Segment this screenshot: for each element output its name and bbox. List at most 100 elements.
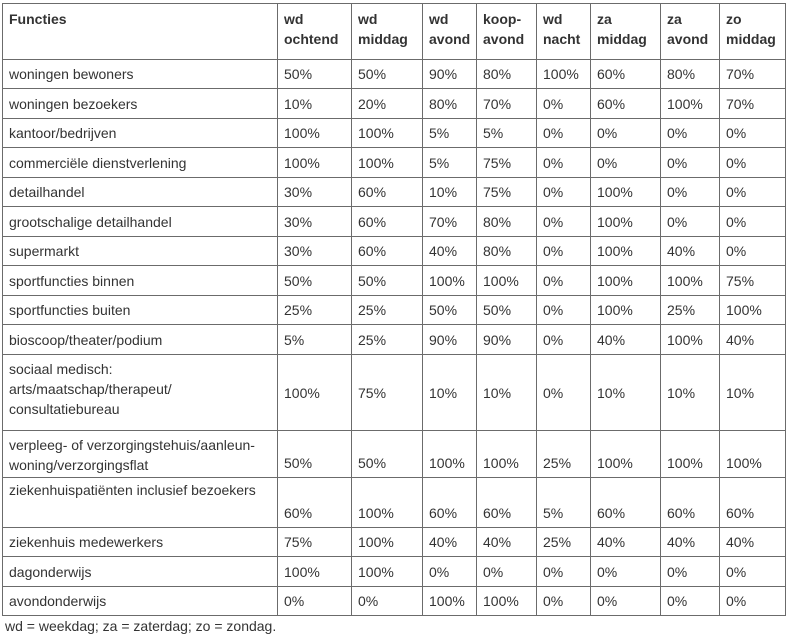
value-cell-za-middag: 60% <box>590 88 661 119</box>
value-cell-za-avond: 100% <box>660 265 720 296</box>
value-cell-za-avond: 0% <box>660 556 720 587</box>
value-cell-wd-nacht: 25% <box>536 430 591 478</box>
value-cell-koop-avond: 10% <box>476 354 537 431</box>
function-name-cell: kantoor/bedrijven <box>2 118 278 148</box>
table-row: bioscoop/theater/podium 5% 25% 90% 90% 0% 40% 1… <box>2 324 786 355</box>
value-cell-wd-middag: 60% <box>351 177 423 207</box>
value-cell-wd-nacht: 0% <box>536 586 591 616</box>
table-row: supermarkt 30% 60% 40% 80% 0% 100% 40% 0% <box>2 236 786 266</box>
value-cell-zo-middag: 0% <box>719 556 786 587</box>
value-cell-za-middag: 0% <box>590 556 661 587</box>
header-wd-ochtend: wd ochtend <box>277 3 352 60</box>
table-row: sportfuncties binnen 50% 50% 100% 100% 0% 100%… <box>2 265 786 296</box>
value-cell-za-avond: 0% <box>660 586 720 616</box>
function-name-cell: sportfuncties buiten <box>2 295 278 325</box>
value-cell-za-avond: 0% <box>660 147 720 178</box>
value-cell-za-middag: 0% <box>590 118 661 148</box>
value-cell-za-avond: 100% <box>660 88 720 119</box>
header-text: wd <box>543 11 563 27</box>
value-cell-wd-nacht: 0% <box>536 556 591 587</box>
value-cell-wd-middag: 0% <box>351 586 423 616</box>
value-cell-za-avond: 80% <box>660 59 720 89</box>
header-text: wd <box>429 11 449 27</box>
value-cell-wd-nacht: 0% <box>536 324 591 355</box>
table-row: dagonderwijs 100% 100% 0% 0% 0% 0% 0% 0% <box>2 556 786 587</box>
header-wd-avond: wd avond <box>422 3 477 60</box>
table-body: woningen bewoners 50% 50% 90% 80% 100% 60% 80% 7… <box>2 59 786 616</box>
header-functies: Functies <box>2 3 278 60</box>
value-cell-wd-nacht: 0% <box>536 295 591 325</box>
value-cell-wd-middag: 25% <box>351 324 423 355</box>
header-text: koop- <box>483 11 522 27</box>
value-cell-zo-middag: 70% <box>719 88 786 119</box>
value-cell-wd-ochtend: 5% <box>277 324 352 355</box>
value-cell-zo-middag: 0% <box>719 177 786 207</box>
value-cell-za-middag: 100% <box>590 265 661 296</box>
function-name-text: arts/maatschap/therapeut/ <box>9 381 172 397</box>
value-cell-za-middag: 40% <box>590 324 661 355</box>
table-row: detailhandel 30% 60% 10% 75% 0% 100% 0% 0% <box>2 177 786 207</box>
value-cell-wd-avond: 10% <box>422 354 477 431</box>
value-cell-zo-middag: 60% <box>719 477 786 528</box>
header-text: middag <box>597 31 647 47</box>
value-cell-wd-nacht: 0% <box>536 147 591 178</box>
function-name-cell: woningen bewoners <box>2 59 278 89</box>
value-cell-koop-avond: 50% <box>476 295 537 325</box>
value-cell-za-avond: 60% <box>660 477 720 528</box>
value-cell-wd-avond: 40% <box>422 527 477 557</box>
function-name-cell: sportfuncties binnen <box>2 265 278 296</box>
function-name-cell: verpleeg- of verzorgingstehuis/aanleun-w… <box>2 430 278 478</box>
table-row: sportfuncties buiten 25% 25% 50% 50% 0% 100% 25… <box>2 295 786 325</box>
table-row: woningen bezoekers 10% 20% 80% 70% 0% 60% 100% 7… <box>2 88 786 119</box>
header-text: wd <box>358 11 378 27</box>
value-cell-zo-middag: 100% <box>719 430 786 478</box>
function-name-text: sociaal medisch: <box>9 361 113 377</box>
table-row: verpleeg- of verzorgingstehuis/aanleun-w… <box>2 430 786 478</box>
function-name-cell: supermarkt <box>2 236 278 266</box>
value-cell-koop-avond: 90% <box>476 324 537 355</box>
value-cell-wd-avond: 0% <box>422 556 477 587</box>
header-text: avond <box>667 31 709 47</box>
header-text: middag <box>358 31 408 47</box>
function-name-text: woning/verzorgingsflat <box>9 457 149 473</box>
function-name-text: verpleeg- of verzorgingstehuis/aanleun- <box>9 437 255 453</box>
value-cell-zo-middag: 10% <box>719 354 786 431</box>
value-cell-wd-middag: 100% <box>351 556 423 587</box>
value-cell-wd-ochtend: 10% <box>277 88 352 119</box>
value-cell-wd-nacht: 0% <box>536 265 591 296</box>
value-cell-koop-avond: 75% <box>476 147 537 178</box>
header-zo-middag: zo middag <box>719 3 786 60</box>
value-cell-wd-middag: 25% <box>351 295 423 325</box>
value-cell-za-middag: 100% <box>590 206 661 237</box>
value-cell-zo-middag: 0% <box>719 147 786 178</box>
function-name-text: sportfuncties binnen <box>9 272 135 289</box>
function-name-text: dagonderwijs <box>9 563 92 580</box>
function-name-cell: ziekenhuis medewerkers <box>2 527 278 557</box>
function-name-cell: ziekenhuispatiënten inclusief bezoekers <box>2 477 278 528</box>
value-cell-wd-avond: 100% <box>422 265 477 296</box>
value-cell-za-avond: 0% <box>660 206 720 237</box>
value-cell-wd-ochtend: 0% <box>277 586 352 616</box>
header-wd-middag: wd middag <box>351 3 423 60</box>
header-text: avond <box>483 31 525 47</box>
value-cell-wd-avond: 5% <box>422 118 477 148</box>
value-cell-koop-avond: 100% <box>476 430 537 478</box>
value-cell-za-middag: 60% <box>590 477 661 528</box>
value-cell-za-middag: 10% <box>590 354 661 431</box>
function-name-cell: dagonderwijs <box>2 556 278 587</box>
value-cell-zo-middag: 0% <box>719 118 786 148</box>
value-cell-wd-avond: 40% <box>422 236 477 266</box>
value-cell-za-middag: 100% <box>590 295 661 325</box>
value-cell-wd-ochtend: 75% <box>277 527 352 557</box>
function-name-text: sportfuncties buiten <box>9 302 131 318</box>
value-cell-wd-nacht: 100% <box>536 59 591 89</box>
function-name-cell: sociaal medisch: arts/maatschap/therapeut… <box>2 354 278 431</box>
header-text: wd <box>284 11 304 27</box>
value-cell-za-middag: 100% <box>590 236 661 266</box>
function-name-text: ziekenhuis medewerkers <box>9 534 164 550</box>
value-cell-koop-avond: 70% <box>476 88 537 119</box>
value-cell-wd-avond: 70% <box>422 206 477 237</box>
function-name-text: grootschalige detailhandel <box>9 213 172 230</box>
value-cell-wd-ochtend: 30% <box>277 206 352 237</box>
footnote: wd = weekdag; za = zaterdag; zo = zondag… <box>5 618 277 634</box>
